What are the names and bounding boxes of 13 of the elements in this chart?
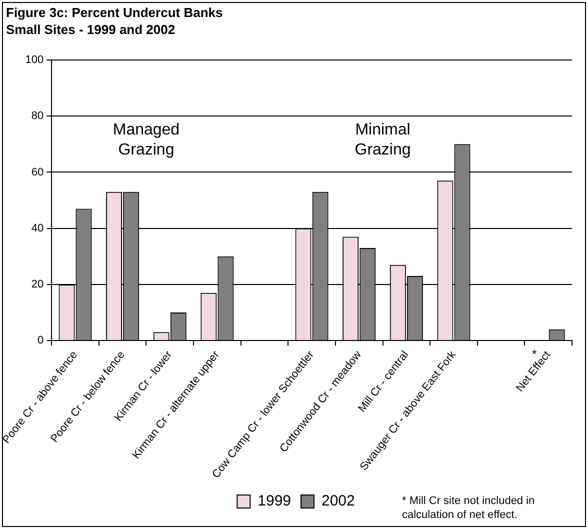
annotation: Managed Grazing (112, 122, 180, 159)
y-tick-label: 0 (37, 334, 44, 347)
y-tick-label: 20 (31, 278, 44, 291)
y-tick-label: 80 (31, 110, 44, 122)
text: * Mill Cr site not included in calculation of net effect. (402, 494, 536, 522)
annotation: Minimal Grazing (354, 122, 411, 159)
y-tick-label: 40 (31, 222, 44, 234)
chart-title: Figure 3c: Percent Undercut Banks (6, 4, 223, 21)
legend-label: 2002 (322, 492, 355, 510)
chart-subtitle: Small Sites - 1999 and 2002 (6, 21, 176, 38)
legend-label: 1999 (258, 492, 292, 510)
y-tick-label: 100 (25, 54, 44, 66)
y-tick-label: 60 (31, 166, 44, 178)
